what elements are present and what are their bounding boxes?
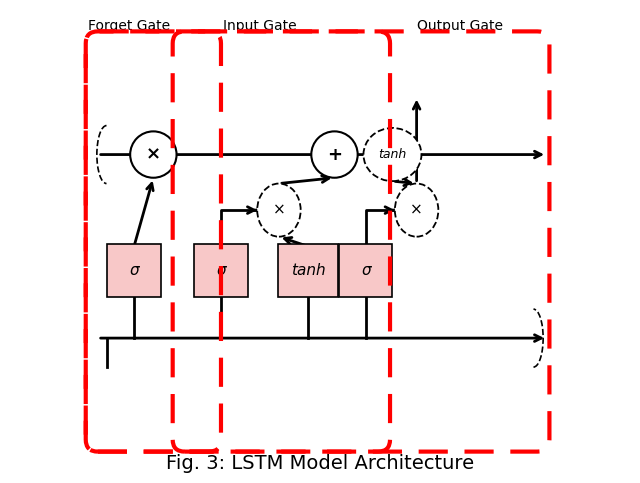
Text: Fig. 3: LSTM Model Architecture: Fig. 3: LSTM Model Architecture — [166, 455, 474, 473]
Text: Input Gate: Input Gate — [223, 19, 297, 33]
Text: tanh: tanh — [378, 148, 406, 161]
Text: σ: σ — [129, 263, 139, 278]
FancyBboxPatch shape — [108, 244, 161, 297]
Text: Output Gate: Output Gate — [417, 19, 502, 33]
Text: tanh: tanh — [291, 263, 325, 278]
Text: σ: σ — [361, 263, 371, 278]
Text: ×: × — [410, 202, 423, 218]
Ellipse shape — [257, 184, 301, 237]
Circle shape — [130, 131, 177, 178]
Text: ×: × — [146, 145, 161, 164]
Circle shape — [311, 131, 358, 178]
FancyBboxPatch shape — [195, 244, 248, 297]
Text: ×: × — [273, 202, 285, 218]
Text: +: + — [327, 145, 342, 164]
Ellipse shape — [395, 184, 438, 237]
Ellipse shape — [364, 128, 421, 181]
Text: σ: σ — [216, 263, 226, 278]
FancyBboxPatch shape — [278, 244, 338, 297]
Text: Forget Gate: Forget Gate — [88, 19, 170, 33]
FancyBboxPatch shape — [339, 244, 392, 297]
